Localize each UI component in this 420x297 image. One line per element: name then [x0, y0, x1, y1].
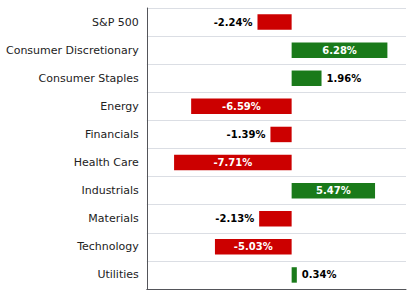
svg-text:Consumer Discretionary: Consumer Discretionary: [6, 44, 139, 57]
svg-text:S&P 500: S&P 500: [92, 16, 139, 29]
svg-text:-6.59%: -6.59%: [222, 101, 261, 112]
svg-text:1.96%: 1.96%: [327, 73, 362, 84]
svg-text:Utilities: Utilities: [97, 268, 139, 281]
svg-text:-2.24%: -2.24%: [214, 17, 253, 28]
svg-text:0.34%: 0.34%: [302, 269, 337, 280]
svg-text:Materials: Materials: [88, 212, 139, 225]
svg-text:Industrials: Industrials: [81, 184, 139, 197]
svg-text:6.28%: 6.28%: [322, 45, 357, 56]
svg-text:-5.03%: -5.03%: [234, 241, 273, 252]
svg-text:Consumer Staples: Consumer Staples: [39, 72, 139, 85]
svg-text:Energy: Energy: [100, 100, 139, 113]
svg-text:-7.71%: -7.71%: [213, 157, 252, 168]
svg-text:5.47%: 5.47%: [316, 185, 351, 196]
svg-text:Health Care: Health Care: [74, 156, 139, 169]
svg-text:-2.13%: -2.13%: [215, 213, 254, 224]
svg-text:Financials: Financials: [85, 128, 139, 141]
svg-text:-1.39%: -1.39%: [227, 129, 266, 140]
svg-text:Technology: Technology: [76, 240, 139, 253]
